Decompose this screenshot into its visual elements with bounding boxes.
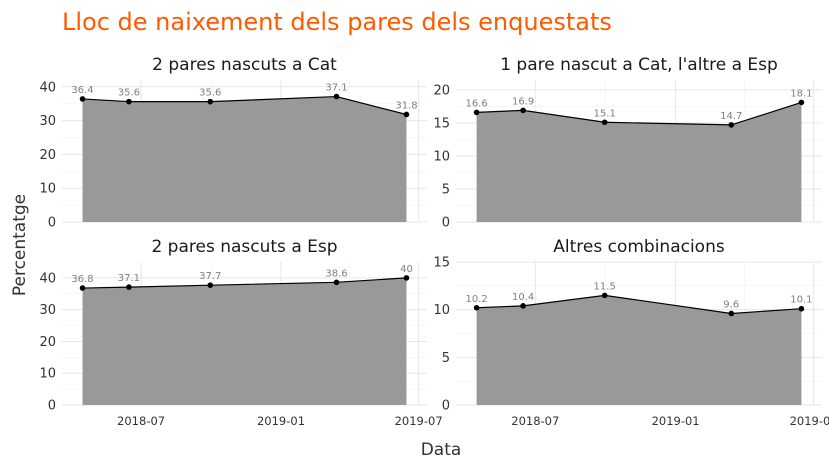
y-tick-label: 20	[39, 148, 56, 163]
data-point	[728, 310, 735, 317]
data-label: 36.4	[71, 85, 93, 96]
panel-title: 2 pares nascuts a Cat	[152, 55, 337, 75]
data-point	[601, 119, 608, 126]
y-tick-label: 5	[442, 182, 450, 197]
data-point	[207, 98, 214, 105]
y-tick-label: 30	[39, 114, 56, 129]
data-label: 14.7	[720, 111, 742, 122]
data-label: 10.1	[790, 295, 812, 306]
data-label: 37.1	[325, 83, 347, 94]
data-point	[728, 122, 735, 128]
y-tick-label: 0	[442, 216, 450, 231]
data-point	[207, 282, 214, 288]
y-tick-label: 40	[39, 80, 56, 95]
x-tick-label: 2019-01	[257, 414, 305, 428]
data-label: 37.1	[118, 273, 140, 284]
data-point	[601, 292, 608, 299]
panel-1: 0 10 20 30 40 36.4 35.6 35.6 37.1 31.8 2 pares nas…	[39, 55, 427, 231]
data-point	[473, 304, 480, 311]
data-label: 15.1	[594, 108, 616, 119]
chart-title: Lloc de naixement dels pares dels enques…	[62, 8, 612, 36]
data-label: 37.7	[199, 271, 221, 282]
panel-2: 0 5 10 15 20 16.6 16.9 15.1 14.7 18.1 1 pare nascu…	[433, 55, 822, 231]
x-tick-label: 2018-07	[117, 414, 165, 428]
data-label: 10.2	[465, 294, 487, 305]
y-tick-label: 0	[48, 216, 56, 231]
y-tick-label: 10	[39, 367, 56, 382]
series-area	[476, 102, 802, 222]
data-label: 11.5	[594, 281, 616, 292]
panel-title: 2 pares nascuts a Esp	[151, 237, 337, 257]
y-tick-label: 10	[433, 149, 450, 164]
data-label: 40	[400, 264, 413, 275]
data-label: 38.6	[325, 268, 347, 279]
data-label: 16.9	[512, 96, 534, 107]
series-area	[476, 295, 802, 405]
y-tick-label: 0	[48, 399, 56, 414]
y-axis-title: Percentatge	[10, 194, 30, 296]
data-label: 18.1	[790, 88, 812, 99]
y-tick-label: 15	[433, 256, 450, 271]
data-point	[403, 111, 410, 118]
data-point	[126, 98, 132, 105]
data-point	[520, 107, 526, 114]
data-point	[798, 99, 805, 106]
data-point	[79, 96, 86, 102]
data-point	[798, 305, 805, 312]
data-label: 35.6	[199, 88, 221, 99]
panels: 0 10 20 30 40 36.4 35.6 35.6 37.1 31.8 2 pares nas…	[39, 55, 829, 428]
y-tick-label: 0	[442, 399, 450, 414]
data-point	[126, 284, 132, 290]
x-tick-label: 2019-07	[395, 414, 443, 428]
panel-3: 0 10 20 30 40 36.8 37.1 37.7 38.6 40 2 pares nascu…	[39, 237, 442, 428]
data-label: 31.8	[395, 100, 417, 111]
series-area	[82, 96, 407, 222]
x-tick-label: 2019-01	[652, 414, 700, 428]
x-tick-label: 2019-07	[790, 414, 829, 428]
x-tick-label: 2018-07	[511, 414, 559, 428]
data-label: 9.6	[723, 299, 739, 310]
y-tick-label: 10	[39, 182, 56, 197]
data-point	[473, 109, 480, 116]
y-tick-label: 30	[39, 303, 56, 318]
y-tick-label: 15	[433, 116, 450, 131]
data-point	[79, 285, 86, 291]
panel-title: Altres combinacions	[553, 237, 725, 257]
y-tick-label: 20	[39, 335, 56, 350]
y-tick-label: 20	[433, 83, 450, 98]
series-area	[82, 277, 407, 405]
data-label: 16.6	[465, 98, 487, 109]
x-axis-title: Data	[421, 440, 462, 460]
y-tick-label: 40	[39, 271, 56, 286]
data-point	[333, 279, 340, 286]
panel-4: 0 5 10 15 10.2 10.4 11.5 9.6 10.1 Altres combinac…	[433, 237, 829, 428]
y-tick-label: 5	[442, 351, 450, 366]
data-point	[403, 275, 410, 281]
data-label: 36.8	[71, 274, 93, 285]
data-point	[333, 93, 340, 100]
panel-title: 1 pare nascut a Cat, l'altre a Esp	[500, 55, 778, 75]
data-label: 35.6	[118, 88, 140, 99]
data-label: 10.4	[512, 292, 534, 303]
data-point	[520, 303, 526, 309]
y-tick-label: 10	[433, 303, 450, 318]
